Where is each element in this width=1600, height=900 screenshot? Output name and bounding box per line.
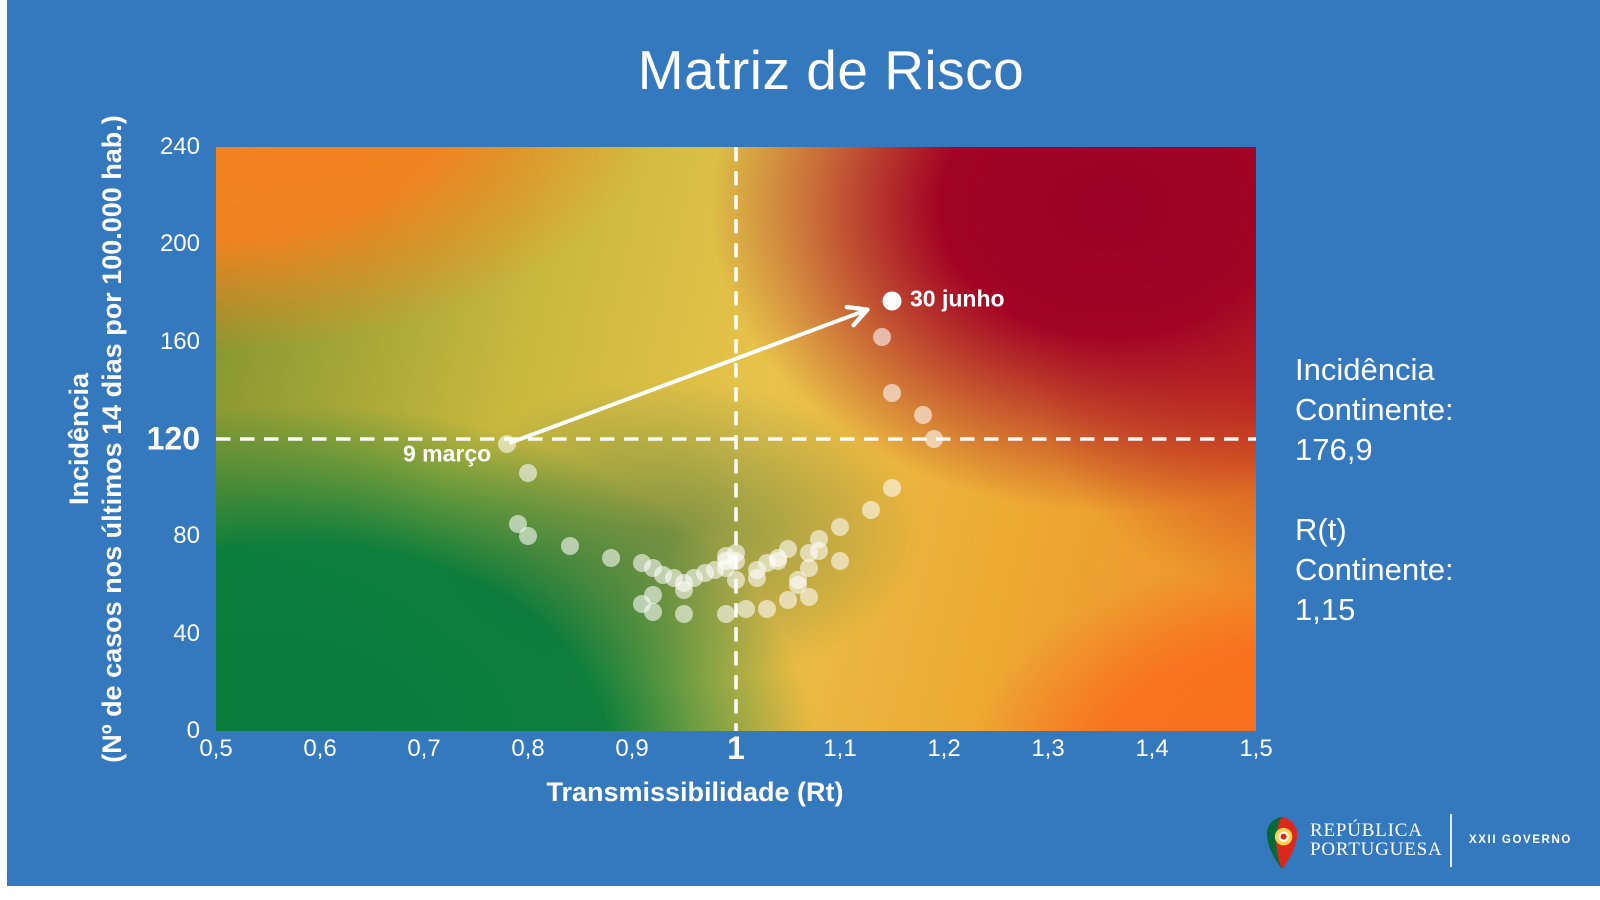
data-point xyxy=(862,500,881,519)
data-point xyxy=(799,588,818,607)
data-point xyxy=(727,571,745,590)
side-panel: Incidência Continente: 176,9 R(t) Contin… xyxy=(1295,350,1454,630)
x-axis-title: Transmissibilidade (Rt) xyxy=(546,777,844,807)
x-tick: 1,2 xyxy=(927,735,961,762)
republic-wordmark-line2: PORTUGUESA xyxy=(1310,839,1443,860)
data-point xyxy=(779,590,797,609)
data-point xyxy=(519,527,537,546)
page-title: Matriz de Risco xyxy=(637,39,1025,101)
data-point xyxy=(810,541,829,560)
data-point xyxy=(675,580,693,599)
incidence-readout-line2: Continente: xyxy=(1295,392,1454,427)
logo-divider xyxy=(1450,814,1452,867)
annotation-label: 30 junho xyxy=(910,285,1005,312)
incidence-readout: Incidência Continente: 176,9 xyxy=(1295,350,1454,470)
portugal-flag-icon xyxy=(1266,816,1298,870)
data-point xyxy=(883,383,901,402)
rt-readout-line2: Continente: xyxy=(1295,552,1454,587)
y-tick: 160 xyxy=(159,327,200,355)
rt-readout-value: 1,15 xyxy=(1295,592,1356,627)
risk-matrix-plot: 9 março 30 junho xyxy=(216,147,1256,731)
data-point xyxy=(924,430,943,448)
data-point xyxy=(602,549,621,568)
y-tick: 200 xyxy=(159,230,200,258)
y-tick: 120 xyxy=(146,420,200,457)
x-axis-ticks: 0,5 0,6 0,7 0,8 0,9 1 1,1 1,2 1,3 1,4 1,5 xyxy=(199,730,1272,775)
x-tick: 1 xyxy=(727,730,745,766)
data-point xyxy=(519,464,537,483)
x-tick: 1,5 xyxy=(1239,735,1273,762)
x-tick: 0,8 xyxy=(511,735,545,762)
data-point xyxy=(643,602,662,621)
x-tick: 0,7 xyxy=(407,735,441,762)
data-point xyxy=(737,600,756,619)
x-tick: 1,4 xyxy=(1135,735,1169,762)
incidence-readout-line1: Incidência xyxy=(1295,352,1435,387)
rt-readout: R(t) Continente: 1,15 xyxy=(1295,510,1454,630)
data-point xyxy=(831,517,849,536)
x-tick: 0,5 xyxy=(199,735,233,762)
data-point xyxy=(872,327,891,346)
data-point xyxy=(560,537,579,556)
bottom-border xyxy=(0,886,1600,900)
data-point xyxy=(498,434,517,453)
x-tick: 1,1 xyxy=(823,735,857,762)
incidence-readout-value: 176,9 xyxy=(1295,432,1373,467)
republic-wordmark: REPÚBLICA PORTUGUESA xyxy=(1310,821,1442,859)
data-point xyxy=(716,605,735,624)
data-point xyxy=(914,405,933,424)
left-border xyxy=(0,0,7,900)
annotation-label: 9 março xyxy=(402,440,492,467)
data-point xyxy=(758,600,777,619)
y-tick: 240 xyxy=(159,133,200,160)
rt-readout-line1: R(t) xyxy=(1295,512,1347,547)
y-tick: 80 xyxy=(173,522,200,550)
data-point xyxy=(779,539,797,558)
republic-wordmark-line1: REPÚBLICA xyxy=(1310,820,1423,841)
y-tick: 0 xyxy=(186,717,200,744)
data-point xyxy=(675,605,693,624)
y-tick: 40 xyxy=(173,619,200,647)
plot-overlay xyxy=(216,147,1256,731)
y-axis-ticks: 240 200 160 120 80 40 0 xyxy=(60,133,200,744)
x-tick: 0,9 xyxy=(615,735,649,762)
data-point xyxy=(727,551,745,570)
x-tick: 1,3 xyxy=(1031,735,1065,762)
highlight-point xyxy=(882,291,902,311)
data-point xyxy=(831,551,849,570)
government-label: XXII GOVERNO xyxy=(1469,834,1572,846)
trend-arrow xyxy=(508,304,870,445)
data-point xyxy=(883,478,901,497)
x-tick: 0,6 xyxy=(303,735,337,762)
